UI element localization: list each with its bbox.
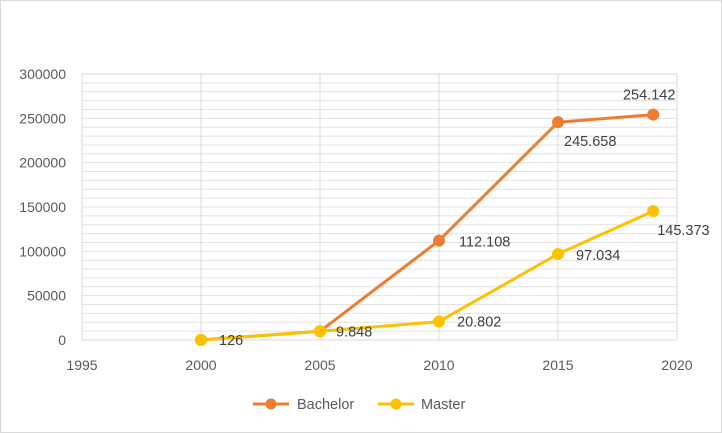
data-label-master: 9.848 bbox=[336, 324, 372, 340]
data-label-bachelor: 112.108 bbox=[459, 235, 510, 251]
data-labels: 112.108 245.658 254.142 126 9.848 20.802 97.03… bbox=[219, 88, 710, 349]
data-point-master bbox=[195, 333, 207, 346]
legend-label: Master bbox=[421, 397, 465, 413]
legend-swatch-marker bbox=[265, 398, 277, 410]
data-label-master: 145.373 bbox=[657, 223, 709, 239]
data-point-master bbox=[433, 315, 445, 328]
y-tick-label: 100000 bbox=[19, 243, 66, 259]
legend: Bachelor Master bbox=[253, 397, 465, 413]
legend-item-master: Master bbox=[378, 397, 465, 413]
y-tick-label: 50000 bbox=[27, 288, 66, 304]
x-axis-ticks: 1995 2000 2005 2010 2015 2020 bbox=[66, 357, 692, 373]
y-tick-label: 200000 bbox=[19, 155, 66, 171]
y-tick-label: 0 bbox=[58, 332, 66, 348]
x-tick-label: 2010 bbox=[423, 357, 454, 373]
y-tick-label: 300000 bbox=[19, 66, 66, 82]
data-label-master: 126 bbox=[219, 333, 243, 349]
y-axis-ticks: 0 50000 100000 150000 200000 250000 300000 bbox=[19, 66, 66, 348]
gridlines bbox=[81, 74, 678, 340]
y-tick-label: 250000 bbox=[19, 110, 66, 126]
x-tick-label: 2000 bbox=[185, 357, 216, 373]
x-tick-label: 2015 bbox=[542, 357, 573, 373]
data-label-master: 97.034 bbox=[576, 248, 620, 264]
data-point-bachelor bbox=[552, 116, 564, 129]
y-tick-label: 150000 bbox=[19, 199, 66, 215]
data-point-bachelor bbox=[433, 234, 445, 247]
series-lines bbox=[195, 108, 660, 346]
data-point-bachelor bbox=[647, 108, 660, 121]
data-label-bachelor: 245.658 bbox=[564, 134, 616, 150]
x-tick-label: 2020 bbox=[661, 357, 692, 373]
legend-label: Bachelor bbox=[297, 397, 354, 413]
data-label-bachelor: 254.142 bbox=[623, 88, 675, 104]
data-point-master bbox=[314, 325, 326, 338]
x-tick-label: 1995 bbox=[66, 357, 97, 373]
x-tick-label: 2005 bbox=[304, 357, 335, 373]
data-point-master bbox=[647, 205, 660, 218]
legend-swatch-marker bbox=[390, 398, 402, 410]
data-point-master bbox=[552, 247, 564, 260]
data-label-master: 20.802 bbox=[457, 315, 501, 331]
legend-item-bachelor: Bachelor bbox=[253, 397, 354, 413]
